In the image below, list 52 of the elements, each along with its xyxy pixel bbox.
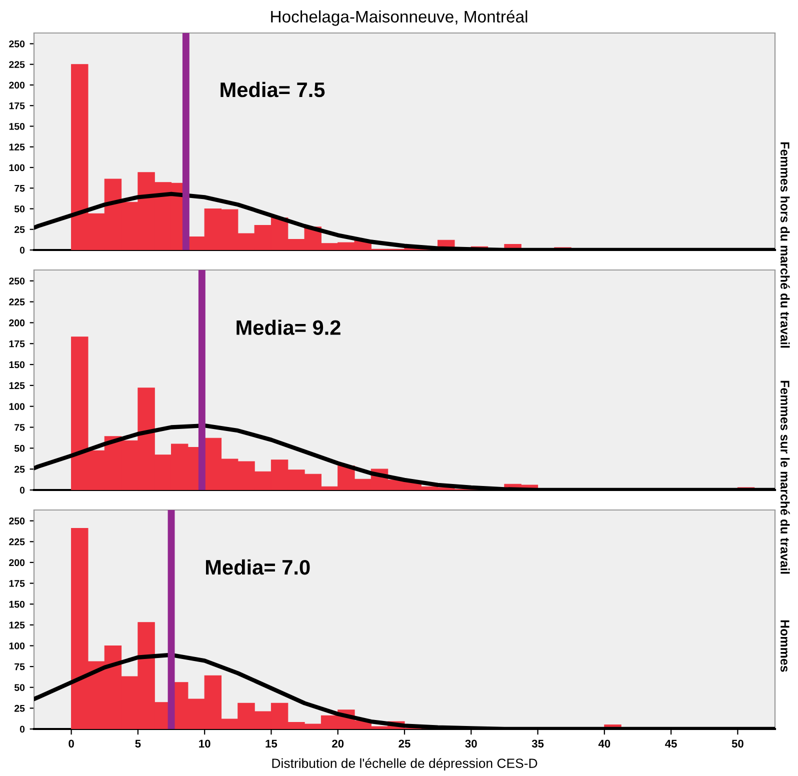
x-tick-label: 50 bbox=[732, 740, 744, 748]
y-tick-label: 200 bbox=[9, 82, 25, 89]
y-tick-label: 225 bbox=[9, 298, 25, 306]
y-tick-label: 250 bbox=[9, 278, 25, 284]
y-tick-label: 75 bbox=[14, 663, 25, 670]
y-tick-label: 200 bbox=[9, 559, 25, 566]
y-tick-label: 100 bbox=[9, 642, 25, 650]
y-tick-label: 25 bbox=[14, 466, 25, 473]
x-tick-label: 40 bbox=[598, 740, 610, 748]
y2-axis-title: Hommes bbox=[780, 620, 790, 672]
y-tick-label: 175 bbox=[9, 340, 25, 348]
x-tick-label: 20 bbox=[332, 740, 344, 748]
y-tick-label: 125 bbox=[9, 622, 25, 629]
y-tick-label: 25 bbox=[14, 704, 25, 712]
y-tick-label: 50 bbox=[14, 684, 25, 691]
y-tick-label: 50 bbox=[14, 444, 25, 452]
y-tick-label: 25 bbox=[14, 226, 25, 233]
y-tick-label: 150 bbox=[9, 361, 25, 368]
x-tick-label: 5 bbox=[135, 740, 141, 748]
y-tick-label: 125 bbox=[9, 382, 25, 390]
x-axis-title: Distribution de l'échelle de dépression CES-D bbox=[272, 758, 538, 771]
y-tick-label: 175 bbox=[9, 580, 25, 587]
annotation: Media= 9.2 bbox=[236, 320, 340, 335]
chart-title: Hochelaga-Maisonneuve, Montréal bbox=[271, 10, 528, 26]
x-tick-label: 0 bbox=[68, 740, 74, 748]
y-tick-label: 0 bbox=[20, 486, 25, 494]
y-tick-label: 175 bbox=[9, 102, 25, 110]
x-tick-label: 30 bbox=[465, 740, 477, 748]
y-tick-label: 75 bbox=[14, 184, 25, 192]
y-tick-label: 150 bbox=[9, 600, 25, 608]
y-tick-label: 225 bbox=[9, 61, 25, 68]
y-tick-label: 50 bbox=[14, 205, 25, 212]
x-tick-label: 25 bbox=[398, 740, 410, 748]
annotation: Media= 7.5 bbox=[220, 82, 325, 98]
y-tick-label: 150 bbox=[9, 122, 25, 130]
y-tick-label: 0 bbox=[20, 246, 25, 254]
y-tick-label: 200 bbox=[9, 319, 25, 326]
annotation: Media= 7.0 bbox=[206, 559, 310, 575]
x-tick-label: 45 bbox=[665, 740, 677, 748]
y2-axis-title: Femmes sur le marché du travail bbox=[780, 380, 790, 574]
x-tick-label: 35 bbox=[532, 740, 544, 748]
y2-axis-title: Femmes hors du marché du travail bbox=[780, 142, 790, 348]
x-tick-label: 15 bbox=[266, 740, 278, 748]
y-tick-label: 0 bbox=[20, 726, 25, 733]
y-tick-label: 125 bbox=[9, 144, 25, 150]
x-tick-label: 10 bbox=[199, 740, 210, 748]
y-tick-label: 75 bbox=[14, 424, 25, 431]
y-tick-label: 250 bbox=[9, 40, 25, 48]
y-tick-label: 250 bbox=[9, 518, 25, 524]
y-tick-label: 225 bbox=[9, 538, 25, 546]
y-tick-label: 100 bbox=[9, 164, 25, 172]
y-tick-label: 100 bbox=[9, 403, 25, 410]
